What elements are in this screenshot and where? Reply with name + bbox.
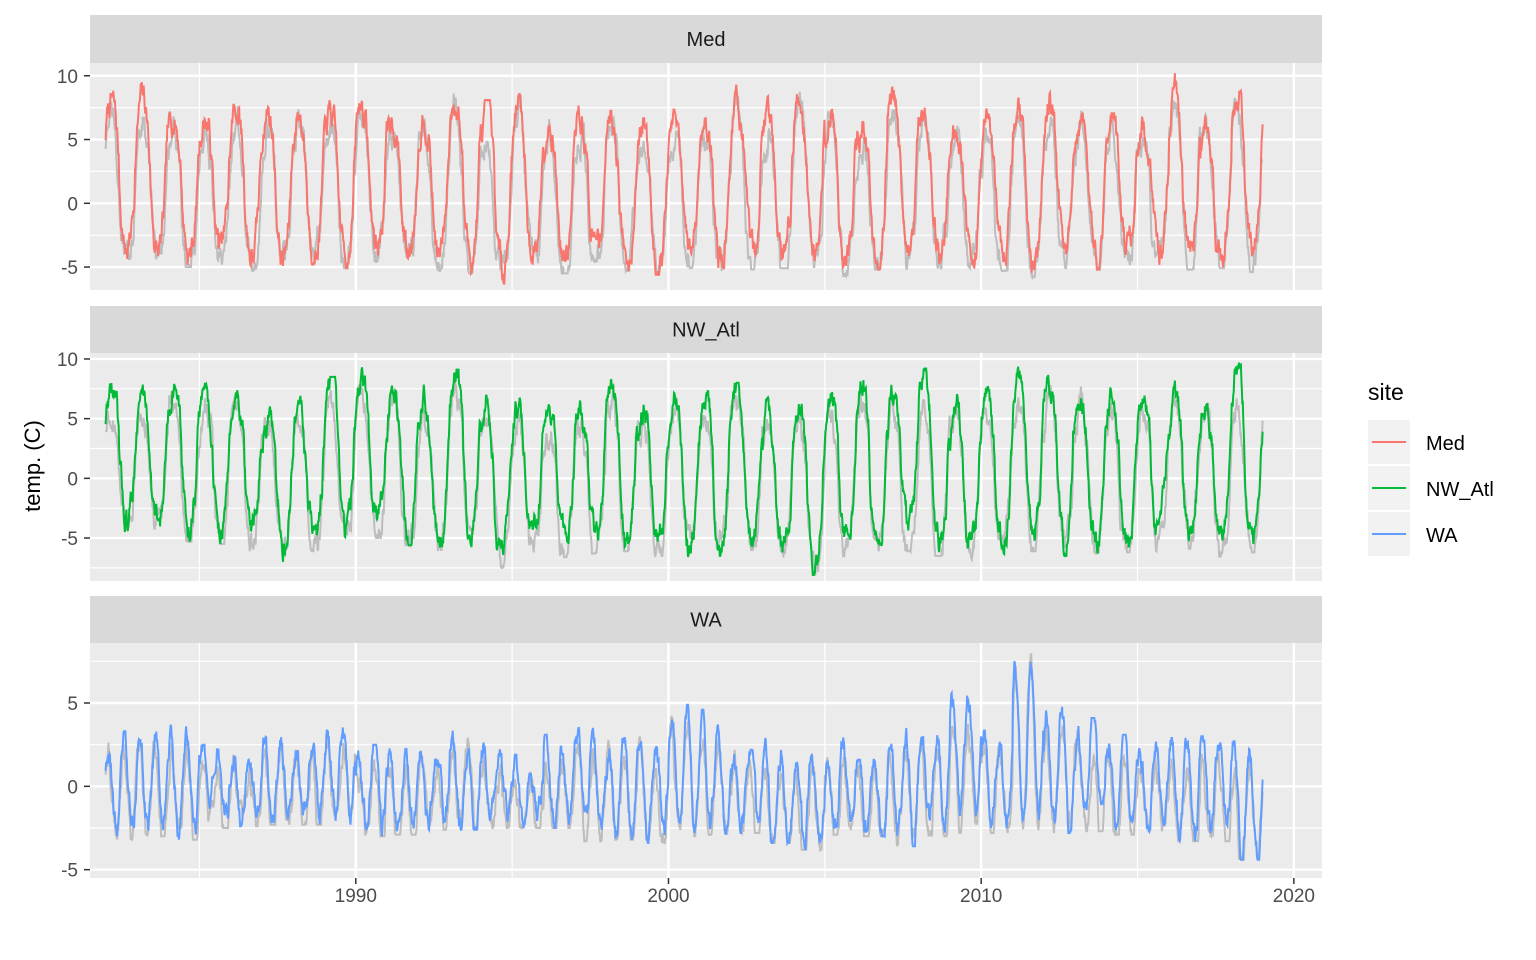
y-tick-label: 0	[67, 469, 78, 490]
facet-strip	[90, 306, 1322, 353]
facet-panel-wa: WA -5 0 5	[61, 596, 1322, 882]
y-tick-label: -5	[61, 258, 78, 279]
facet-strip	[90, 15, 1322, 63]
y-tick-label: 5	[67, 694, 78, 715]
facet-panel-med: Med -5 0 5 10	[57, 15, 1322, 290]
legend-entry-med: Med	[1368, 420, 1465, 464]
y-tick-label: -5	[61, 861, 78, 882]
facet-strip	[90, 596, 1322, 643]
y-tick-label: 0	[67, 777, 78, 798]
x-tick-label: 2020	[1273, 886, 1315, 907]
legend: site Med NW_Atl WA	[1368, 379, 1494, 556]
x-tick-label: 1990	[335, 886, 377, 907]
plot-background	[90, 353, 1322, 581]
legend-title: site	[1368, 379, 1404, 405]
facet-strip-label: Med	[687, 29, 726, 51]
series-line-nw-atl	[104, 362, 1264, 576]
y-tick-label: 10	[57, 67, 78, 88]
y-tick-label: 0	[67, 194, 78, 215]
series-line-wa	[104, 660, 1264, 861]
facet-strip-label: WA	[690, 610, 722, 632]
x-tick-label: 2010	[960, 886, 1002, 907]
facet-strip-label: NW_Atl	[672, 320, 740, 342]
y-tick-label: -5	[61, 529, 78, 550]
y-tick-label: 5	[67, 131, 78, 152]
legend-entry-nw-atl: NW_Atl	[1368, 466, 1494, 510]
y-axis-label: temp. (C)	[20, 420, 45, 512]
series-line-med	[104, 73, 1264, 285]
y-tick-label: 10	[57, 350, 78, 371]
legend-label: NW_Atl	[1426, 479, 1494, 501]
x-axis: 1990 2000 2010 2020	[335, 878, 1315, 907]
x-tick-label: 2000	[647, 886, 689, 907]
legend-label: Med	[1426, 433, 1465, 455]
y-tick-label: 5	[67, 410, 78, 431]
facet-panel-nw-atl: NW_Atl -5 0 5 10	[57, 306, 1322, 581]
legend-entry-wa: WA	[1368, 512, 1458, 556]
facet-panels: Med -5 0 5 10 NW_Atl -5 0 5 10 WA -5 0 5	[57, 15, 1322, 882]
legend-label: WA	[1426, 525, 1458, 547]
